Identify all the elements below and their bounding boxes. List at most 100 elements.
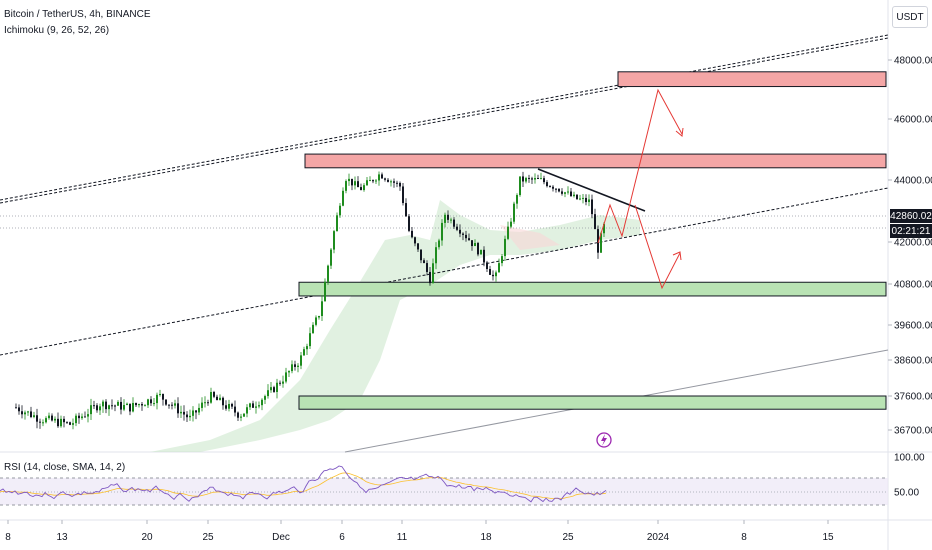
price-tick-label: 46000.00 — [894, 115, 932, 126]
candle-body — [507, 226, 509, 239]
candle-body — [111, 405, 113, 407]
candle-body — [171, 404, 173, 406]
price-tick-label: 48000.00 — [894, 56, 932, 67]
candle-body — [261, 399, 263, 406]
candle-body — [372, 180, 374, 182]
candle-body — [447, 214, 449, 220]
candle-body — [225, 405, 227, 409]
candle-body — [516, 195, 518, 204]
candle-body — [291, 364, 293, 372]
time-tick-label: 13 — [56, 532, 68, 543]
candle-body — [345, 181, 347, 191]
candle-body — [417, 243, 419, 250]
candle-body — [117, 401, 119, 406]
candle-body — [381, 174, 383, 179]
symbol-legend[interactable]: Bitcoin / TetherUS, 4h, BINANCE — [4, 9, 151, 20]
candle-body — [294, 364, 296, 367]
candle-body — [48, 415, 50, 419]
candle-body — [600, 233, 602, 253]
candle-body — [159, 393, 161, 395]
candle-body — [339, 205, 341, 216]
candle-body — [51, 415, 53, 421]
candle-body — [363, 185, 365, 191]
candle-body — [564, 192, 566, 194]
candle-body — [558, 188, 560, 192]
candle-body — [207, 402, 209, 404]
lightning-icon[interactable] — [596, 432, 612, 448]
candle-body — [216, 396, 218, 401]
candle-body — [573, 194, 575, 197]
channel-top-line-inner — [0, 37, 889, 204]
time-tick-label: 20 — [141, 532, 153, 543]
candle-body — [567, 191, 569, 193]
candle-body — [582, 197, 584, 199]
price-zones — [298, 71, 887, 410]
candle-body — [438, 240, 440, 248]
price-tick-label: 44000.00 — [894, 176, 932, 187]
candle-body — [267, 390, 269, 397]
candle-body — [120, 401, 122, 410]
candle-body — [129, 403, 131, 412]
price-tick-label: 36700.00 — [894, 426, 932, 437]
candle-body — [231, 403, 233, 407]
candle-body — [18, 407, 20, 412]
support-zone — [298, 281, 887, 297]
currency-unit-button[interactable]: USDT — [892, 6, 928, 28]
candle-body — [327, 265, 329, 282]
candle-body — [483, 249, 485, 263]
candle-body — [429, 271, 431, 284]
time-tick-label: 18 — [480, 532, 492, 543]
candle-body — [537, 178, 539, 180]
rsi-line — [0, 465, 607, 503]
candle-body — [27, 411, 29, 413]
cloud-area-red — [500, 225, 560, 250]
rsi-legend[interactable]: RSI (14, close, SMA, 14, 2) — [4, 462, 126, 473]
candle-body — [126, 403, 128, 406]
candle-body — [174, 403, 176, 406]
candle-body — [561, 191, 563, 194]
candle-body — [423, 260, 425, 264]
candle-body — [249, 403, 251, 408]
candle-body — [378, 174, 380, 181]
candle-body — [450, 219, 452, 221]
candle-body — [222, 397, 224, 406]
candle-body — [312, 324, 314, 334]
candle-body — [189, 415, 191, 418]
candle-body — [303, 349, 305, 356]
candle-body — [297, 365, 299, 367]
candle-body — [480, 249, 482, 255]
candle-body — [255, 406, 257, 408]
candles — [15, 171, 605, 430]
channel-mid-line — [0, 187, 889, 356]
bearish-arrowhead — [672, 251, 682, 261]
candle-body — [258, 405, 260, 407]
axes: 8 13 20 25 Dec 6 11 18 25 2024 8 15 48000.00 46000.00… — [5, 56, 932, 544]
candle-body — [402, 186, 404, 204]
candle-body — [138, 404, 140, 406]
time-tick-label: 8 — [5, 532, 11, 543]
time-tick-label: Dec — [272, 532, 290, 543]
candle-body — [132, 402, 134, 412]
candle-body — [150, 399, 152, 404]
candle-body — [240, 416, 242, 418]
candle-body — [468, 238, 470, 241]
candle-body — [309, 333, 311, 347]
candle-body — [228, 403, 230, 409]
candle-body — [342, 190, 344, 206]
candle-body — [198, 407, 200, 413]
rsi-tick-label: 50.00 — [894, 488, 919, 499]
candle-body — [528, 177, 530, 179]
candle-body — [534, 178, 536, 180]
candle-body — [588, 199, 590, 203]
candle-body — [396, 182, 398, 184]
candle-body — [393, 181, 395, 183]
ichimoku-legend[interactable]: Ichimoku (9, 26, 52, 26) — [4, 25, 110, 36]
candle-body — [78, 415, 80, 419]
candle-body — [543, 178, 545, 183]
candle-body — [441, 222, 443, 241]
candle-body — [279, 382, 281, 384]
candle-body — [375, 180, 377, 182]
candle-body — [336, 215, 338, 232]
candle-body — [591, 199, 593, 215]
